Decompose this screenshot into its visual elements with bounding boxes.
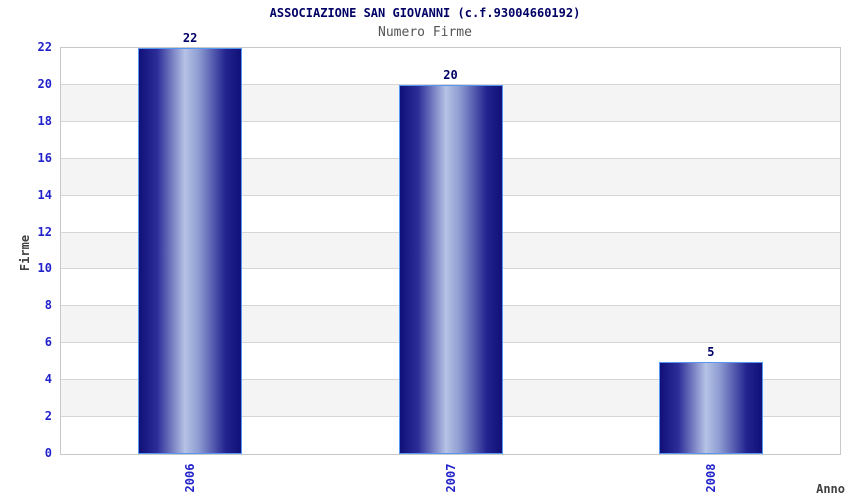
y-tick-label: 14 <box>37 187 52 202</box>
chart-subtitle: Numero Firme <box>378 25 472 40</box>
x-tick-label: 2007 <box>443 463 458 493</box>
bar-2006 <box>138 48 243 454</box>
x-axis-label: Anno <box>816 482 845 496</box>
y-tick-label: 12 <box>37 224 52 239</box>
y-tick-label: 0 <box>44 446 52 460</box>
bar-2007 <box>398 84 503 454</box>
bar-value-label: 20 <box>443 67 458 82</box>
gridline <box>61 83 840 85</box>
y-tick-label: 16 <box>37 150 52 165</box>
y-tick-label: 6 <box>44 335 52 350</box>
y-tick-label: 10 <box>37 261 52 276</box>
y-tick-label: 22 <box>37 40 52 54</box>
x-tick-label: 2008 <box>703 463 718 493</box>
chart-title: ASSOCIAZIONE SAN GIOVANNI (c.f.930046601… <box>269 6 581 20</box>
y-tick-label: 4 <box>44 372 52 387</box>
plot-area <box>60 47 841 455</box>
bar-value-label: 22 <box>182 31 198 45</box>
x-tick-label: 2006 <box>183 463 198 493</box>
y-tick-label: 20 <box>37 76 52 91</box>
y-tick-label: 8 <box>44 298 52 313</box>
y-tick-label: 2 <box>44 409 52 424</box>
bar-2008 <box>658 361 763 454</box>
y-tick-label: 18 <box>37 113 52 128</box>
bar-value-label: 5 <box>707 344 715 359</box>
